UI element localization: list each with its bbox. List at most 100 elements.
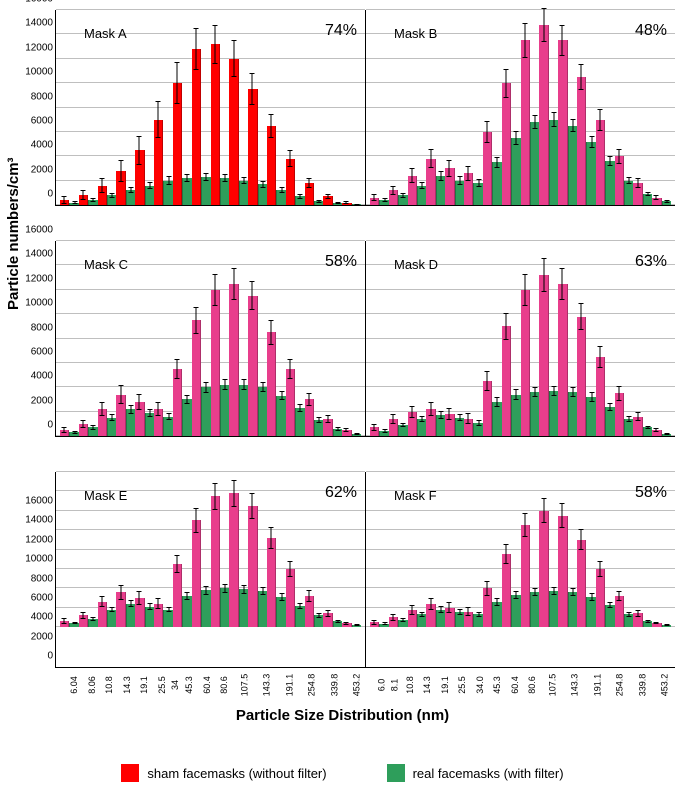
panel-percentage: 62% [325, 484, 357, 502]
bar-sham [577, 540, 586, 627]
bar-sham [229, 59, 238, 205]
bar-sham [116, 395, 125, 436]
bar-sham [98, 409, 107, 436]
xtick: 45.3 [184, 676, 194, 694]
bar-real [662, 625, 671, 627]
ytick: 2000 [31, 395, 56, 406]
ytick: 6000 [31, 592, 56, 603]
bar-sham [286, 569, 295, 627]
panel-mask-b: Mask B48% [365, 10, 675, 206]
bar-real [220, 385, 229, 436]
bar-sham [192, 320, 201, 436]
ytick: 10000 [25, 554, 56, 565]
bar-sham [370, 622, 379, 627]
bar-real [417, 186, 426, 206]
xtick: 143.3 [570, 674, 580, 697]
ytick: 8000 [31, 322, 56, 333]
bar-real [530, 592, 539, 627]
xtick: 191.1 [592, 674, 602, 697]
x-axis-label: Particle Size Distribution (nm) [10, 707, 675, 724]
bar-real [276, 396, 285, 436]
xtick: 25.5 [457, 676, 467, 694]
bar-real [511, 395, 520, 436]
xtick: 10.8 [404, 676, 414, 694]
xtick: 34.0 [474, 676, 484, 694]
xtick: 80.6 [219, 676, 229, 694]
bar-sham [389, 190, 398, 205]
bar-real [145, 186, 154, 206]
bar-real [126, 190, 135, 205]
bar-sham [652, 430, 661, 436]
ytick: 8000 [31, 91, 56, 102]
ytick: 6000 [31, 115, 56, 126]
bar-real [549, 591, 558, 627]
bar-sham [633, 613, 642, 627]
bar-sham [79, 195, 88, 205]
xtick: 80.6 [527, 676, 537, 694]
bar-sham [98, 602, 107, 627]
bar-sham [539, 275, 548, 436]
ytick: 8000 [31, 573, 56, 584]
xtick: 60.4 [202, 676, 212, 694]
ytick: 2000 [31, 164, 56, 175]
bar-sham [342, 623, 351, 627]
bar-sham [445, 414, 454, 436]
bar-real [107, 195, 116, 205]
bar-sham [426, 159, 435, 205]
xtick: 339.8 [329, 674, 339, 697]
xtick: 254.8 [307, 674, 317, 697]
panel-percentage: 58% [325, 253, 357, 271]
bar-real [352, 434, 361, 436]
bar-sham [445, 168, 454, 205]
bar-sham [370, 198, 379, 205]
xtick: 14.3 [422, 676, 432, 694]
bar-sham [483, 381, 492, 436]
ytick: 12000 [25, 273, 56, 284]
bar-sham [342, 430, 351, 436]
legend: sham facemasks (without filter) real fac… [10, 764, 675, 782]
bar-sham [192, 520, 201, 627]
panel-percentage: 58% [635, 484, 667, 502]
bar-real [295, 196, 304, 205]
bar-real [662, 201, 671, 205]
bar-sham [229, 493, 238, 627]
bar-sham [173, 83, 182, 205]
ytick: 0 [47, 651, 56, 662]
bar-real [455, 612, 464, 628]
bar-sham [116, 592, 125, 627]
bar-real [276, 190, 285, 205]
bar-real [455, 181, 464, 205]
bar-sham [154, 409, 163, 436]
bar-real [182, 178, 191, 205]
bar-real [643, 427, 652, 436]
bar-sham [652, 198, 661, 205]
bar-sham [633, 417, 642, 437]
swatch-sham [121, 764, 139, 782]
bar-real [239, 589, 248, 627]
figure-container: Particle numbers/cm³ 0200040006000800010… [10, 10, 675, 782]
bar-sham [211, 290, 220, 436]
swatch-real [387, 764, 405, 782]
bar-real [88, 200, 97, 205]
bar-real [145, 413, 154, 436]
bar-real [201, 387, 210, 436]
bar-real [333, 621, 342, 627]
xtick: 143.3 [262, 674, 272, 697]
bar-real [436, 610, 445, 627]
bar-real [88, 619, 97, 627]
bar-sham [539, 511, 548, 627]
bar-sham [408, 412, 417, 436]
xtick: 25.5 [156, 676, 166, 694]
bar-real [568, 126, 577, 205]
bar-sham [248, 506, 257, 627]
bar-real [398, 195, 407, 205]
bar-real [549, 391, 558, 436]
xtick: 19.1 [439, 676, 449, 694]
bar-real [568, 392, 577, 436]
bar-sham [389, 419, 398, 436]
bar-real [473, 423, 482, 436]
bar-real [624, 181, 633, 205]
bar-sham [502, 554, 511, 627]
bar-real [220, 588, 229, 627]
ytick: 10000 [25, 67, 56, 78]
